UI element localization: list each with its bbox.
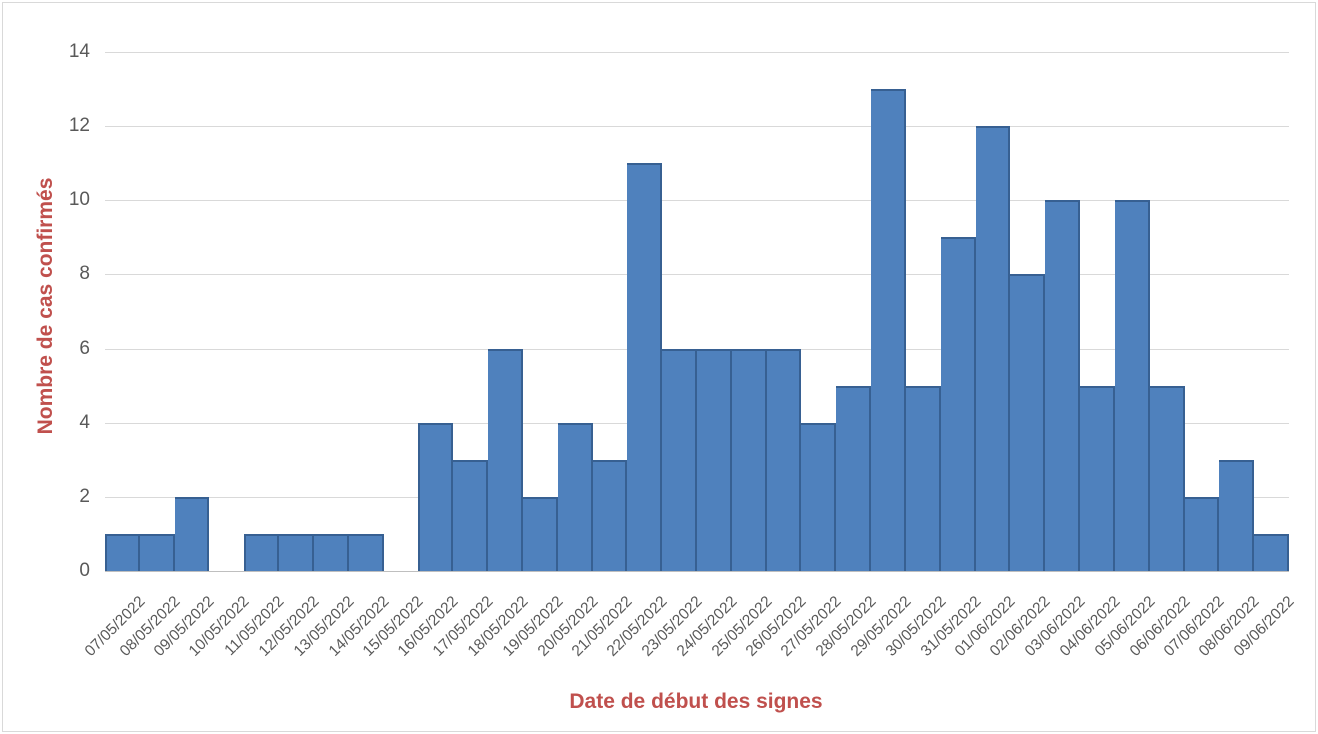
y-tick-label: 4: [79, 411, 90, 433]
bar: [174, 496, 210, 571]
bar: [801, 422, 837, 571]
bar: [1184, 496, 1220, 571]
bar: [975, 126, 1011, 571]
bar: [139, 533, 175, 571]
y-tick-label: 10: [68, 189, 90, 211]
bar: [105, 533, 140, 571]
bar: [1114, 200, 1150, 571]
bar: [592, 459, 628, 571]
bar: [557, 422, 593, 571]
gridline: [105, 200, 1289, 202]
bar: [766, 348, 802, 571]
y-tick-label: 8: [79, 263, 90, 285]
bar: [244, 533, 280, 571]
bar: [836, 385, 872, 571]
bar: [279, 533, 314, 571]
bar: [522, 496, 558, 571]
bar: [905, 385, 941, 571]
bar: [348, 533, 384, 571]
bar: [488, 348, 523, 571]
bar: [731, 348, 767, 571]
bar: [1254, 533, 1289, 571]
bar: [1045, 200, 1081, 571]
gridline: [105, 126, 1289, 128]
gridline: [105, 274, 1289, 276]
y-axis-title: Nombre de cas confirmés: [34, 177, 57, 435]
bar: [1149, 385, 1185, 571]
bar: [1010, 274, 1046, 571]
y-tick-label: 2: [79, 485, 90, 507]
bar: [1219, 459, 1255, 571]
bar: [313, 533, 349, 571]
bar: [697, 348, 732, 571]
y-tick-label: 12: [68, 115, 90, 137]
bar: [418, 422, 454, 571]
bar: [453, 459, 489, 571]
x-axis-title: Date de début des signes: [569, 690, 823, 713]
x-axis-line: [105, 571, 1289, 572]
bar: [871, 89, 906, 571]
bar: [1080, 385, 1115, 571]
bar: [662, 348, 697, 571]
y-tick-label: 14: [68, 41, 90, 62]
bar: [940, 237, 976, 571]
gridline: [105, 52, 1289, 53]
y-tick-label: 6: [79, 337, 90, 359]
bar: [627, 163, 663, 571]
y-tick-label: 0: [79, 560, 90, 581]
plot-area: [3, 3, 1315, 731]
